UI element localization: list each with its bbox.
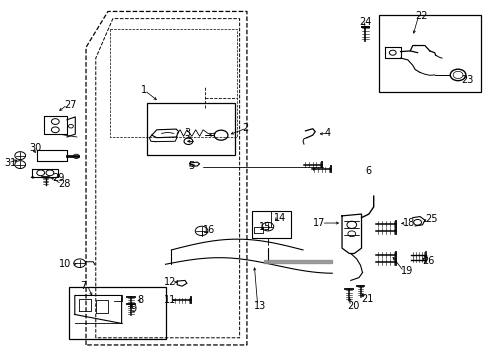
Text: 26: 26 [422, 256, 434, 266]
Text: 18: 18 [402, 218, 414, 228]
Text: 27: 27 [64, 100, 77, 110]
Text: 6: 6 [365, 166, 370, 176]
Text: 30: 30 [29, 143, 41, 153]
Text: 7: 7 [80, 281, 86, 291]
Text: 17: 17 [312, 218, 325, 228]
Text: 21: 21 [361, 294, 373, 304]
Text: 4: 4 [325, 129, 330, 138]
Text: 8: 8 [137, 295, 143, 305]
Bar [378, 15, 480, 92]
Text: 29: 29 [52, 173, 64, 183]
Text: 11: 11 [163, 295, 176, 305]
Text: 1: 1 [141, 85, 147, 95]
Text: 15: 15 [259, 222, 271, 231]
Bar [69, 287, 165, 338]
Text: 25: 25 [424, 215, 437, 224]
Text: 14: 14 [273, 213, 285, 222]
Text: 28: 28 [58, 179, 70, 189]
Bar [147, 103, 234, 155]
Text: 5: 5 [188, 161, 194, 171]
Text: 12: 12 [163, 277, 176, 287]
Text: 16: 16 [203, 225, 215, 235]
Bar [251, 211, 290, 238]
Text: 31: 31 [4, 158, 17, 168]
Text: 13: 13 [254, 301, 266, 311]
Text: 2: 2 [242, 123, 248, 133]
Text: 3: 3 [184, 129, 190, 138]
Text: 20: 20 [346, 301, 359, 311]
Text: 19: 19 [400, 266, 412, 276]
Text: 23: 23 [461, 75, 473, 85]
Text: 24: 24 [358, 17, 371, 27]
Text: 22: 22 [414, 11, 427, 21]
Text: 10: 10 [59, 259, 71, 269]
Text: 9: 9 [130, 304, 136, 314]
